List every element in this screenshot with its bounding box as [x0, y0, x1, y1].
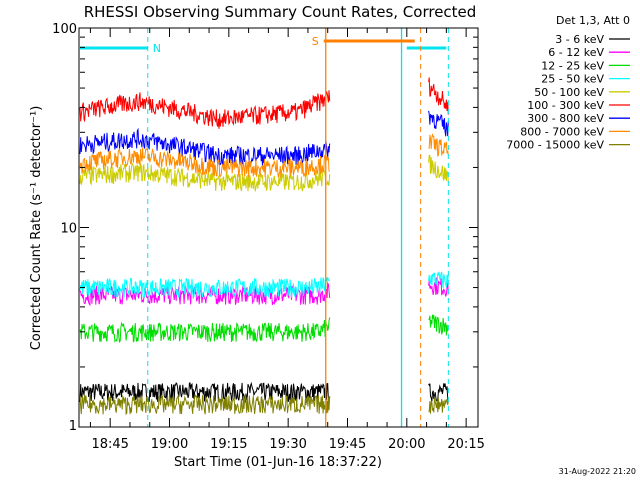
legend-label-300-800-kev: 300 - 800 keV	[527, 112, 604, 125]
chart-title: RHESSI Observing Summary Count Rates, Co…	[84, 3, 477, 21]
series-line-300-800-kev-seg1	[79, 127, 331, 167]
x-tick-label: 20:00	[388, 437, 425, 452]
series-line-50-100-kev-seg1	[79, 162, 331, 192]
annotation-label-n: N	[153, 42, 161, 55]
series-line-100-300-kev-seg2	[428, 77, 449, 115]
series-line-3-6-kev-seg2	[428, 383, 449, 402]
legend-label-3-6-kev: 3 - 6 keV	[555, 33, 604, 46]
x-axis-label: Start Time (01-Jun-16 18:37:22)	[174, 455, 382, 470]
y-axis: 1 10 100	[52, 22, 478, 434]
plot-frame	[78, 27, 479, 428]
legend-label-800-7000-kev: 800 - 7000 keV	[520, 125, 604, 138]
generation-timestamp: 31-Aug-2022 21:20	[559, 467, 636, 476]
x-axis: 18:45 19:00 19:15 19:30 19:45 20:00 20:15	[89, 28, 485, 452]
y-axis-label: Corrected Count Rate (s⁻¹ detector⁻¹)	[29, 106, 44, 351]
series-line-6-12-kev-seg2	[428, 277, 449, 297]
legend-label-7000-15000-kev: 7000 - 15000 keV	[506, 139, 604, 152]
series-line-25-50-kev-seg2	[428, 271, 449, 288]
series-line-6-12-kev-seg1	[79, 281, 331, 307]
y-tick-label: 1	[69, 419, 77, 434]
series-line-12-25-kev-seg1	[79, 317, 331, 343]
x-tick-label: 19:15	[210, 437, 247, 452]
series-line-800-7000-kev-seg1	[79, 147, 330, 178]
legend-label-25-50-kev: 25 - 50 keV	[541, 73, 604, 86]
series-line-100-300-kev-seg1	[79, 90, 331, 129]
series-line-300-800-kev-seg2	[428, 110, 449, 137]
x-tick-label: 20:15	[447, 437, 484, 452]
annotation-label-s: S	[312, 35, 319, 48]
series-line-7000-15000-kev-seg1	[79, 393, 331, 416]
legend-label-6-12-kev: 6 - 12 keV	[548, 46, 604, 59]
series-line-3-6-kev-seg1	[79, 381, 331, 403]
x-tick-label: 19:45	[329, 437, 366, 452]
series-line-25-50-kev-seg1	[79, 276, 330, 299]
y-tick-label: 100	[52, 22, 77, 37]
series-line-50-100-kev-seg2	[428, 155, 449, 183]
x-tick-label: 19:00	[151, 437, 188, 452]
x-tick-label: 18:45	[91, 437, 128, 452]
y-tick-label: 10	[60, 222, 77, 237]
legend-label-50-100-kev: 50 - 100 keV	[534, 86, 604, 99]
series-line-12-25-kev-seg2	[428, 314, 449, 336]
series-line-7000-15000-kev-seg2	[428, 397, 449, 414]
plot-area: NS	[79, 28, 449, 427]
legend-label-12-25-kev: 12 - 25 keV	[541, 59, 604, 72]
series-line-800-7000-kev-seg2	[428, 132, 449, 158]
legend-title: Det 1,3, Att 0	[556, 14, 630, 27]
x-tick-label: 19:30	[269, 437, 306, 452]
legend-label-100-300-kev: 100 - 300 keV	[527, 99, 604, 112]
